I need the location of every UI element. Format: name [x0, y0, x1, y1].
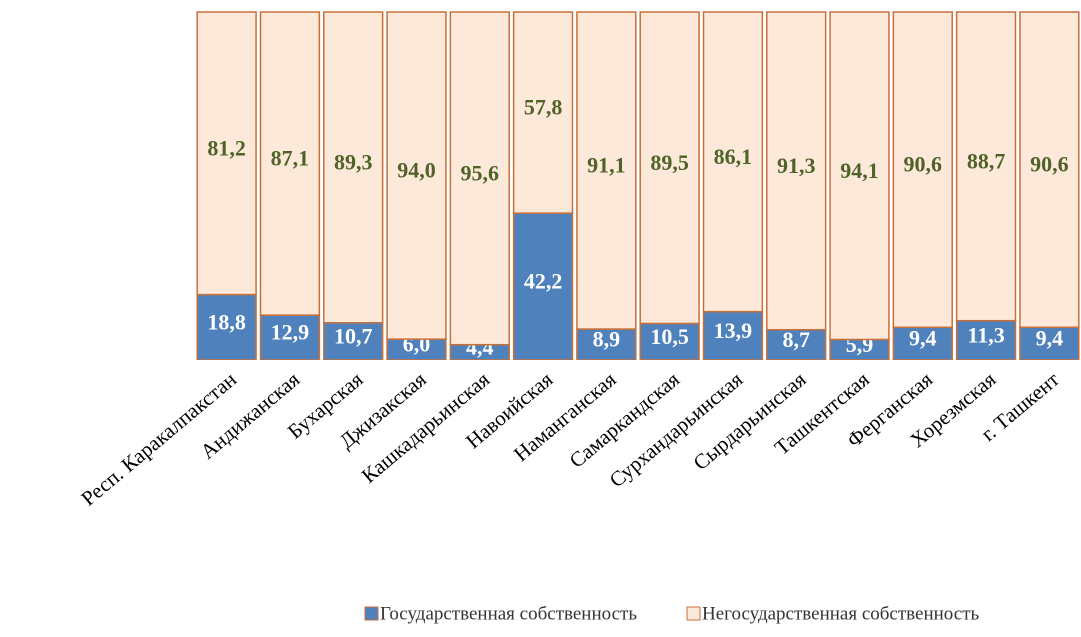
data-label: 10,7 [334, 323, 373, 348]
data-label: 10,5 [650, 324, 689, 349]
bar-segment [196, 11, 257, 296]
bar-segment [639, 322, 700, 360]
legend-swatch [686, 606, 701, 621]
data-label: 88,7 [967, 148, 1006, 173]
data-label: 90,6 [1030, 152, 1069, 177]
bar-segment [892, 11, 953, 329]
data-label: 94,1 [840, 158, 879, 183]
labels: Респ. КаракалпакстанАндижанскаяБухарская… [76, 367, 1063, 624]
bar-segment [259, 11, 321, 316]
data-label: 89,3 [334, 149, 373, 174]
data-label: 9,4 [1036, 326, 1064, 351]
bar-segment [766, 328, 827, 360]
data-label: 94,0 [397, 158, 436, 183]
bar-segment [323, 11, 384, 324]
data-label: 13,9 [714, 318, 753, 343]
data-label: 8,7 [782, 327, 810, 352]
data-label: 12,9 [271, 320, 310, 345]
data-label: 11,3 [967, 322, 1004, 347]
bar-segment [955, 319, 1017, 360]
bar-segment [449, 11, 510, 346]
data-label: 42,2 [524, 269, 563, 294]
data-label: 8,9 [593, 327, 621, 352]
bar-segment [766, 11, 827, 331]
legend-label: Государственная собственность [380, 603, 637, 624]
data-label: 95,6 [461, 160, 500, 185]
data-label: 81,2 [207, 135, 246, 160]
bar-segment [512, 11, 574, 214]
data-label: 86,1 [714, 144, 753, 169]
x-tick-label: Сырдарьинская [689, 367, 811, 475]
data-label: 91,1 [587, 153, 626, 178]
bar-segment [1019, 326, 1080, 360]
data-label: 90,6 [904, 152, 943, 177]
bar-segment [702, 310, 764, 360]
bar-segment [323, 322, 384, 360]
data-label: 87,1 [271, 146, 310, 171]
bar-segment [829, 11, 890, 341]
bar-segment [1019, 11, 1080, 329]
bar-segment [702, 11, 764, 313]
bar-segment [196, 293, 257, 360]
bar-segment [639, 11, 700, 325]
bar-segment [576, 11, 637, 330]
data-label: 91,3 [777, 153, 816, 178]
legend-label: Негосударственная собственность [702, 603, 979, 624]
bar-segment [955, 11, 1017, 322]
data-label: 9,4 [909, 326, 937, 351]
data-label: 18,8 [207, 309, 246, 334]
legend-swatch [364, 606, 379, 621]
data-label: 89,5 [650, 150, 689, 175]
data-label: 57,8 [524, 95, 563, 120]
bar-segment [386, 11, 447, 340]
bar-segment [512, 212, 574, 360]
plot-area: 18,881,212,987,110,789,36,094,04,495,642… [196, 11, 1080, 360]
